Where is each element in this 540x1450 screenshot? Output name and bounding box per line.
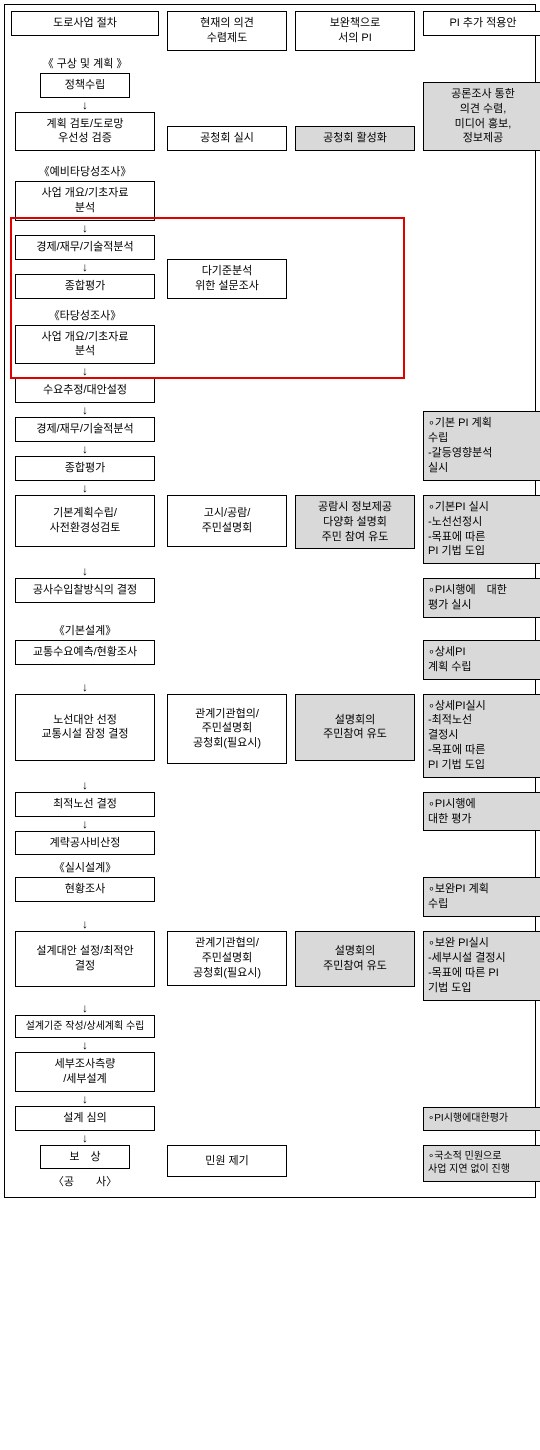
section-detaildesign: 《실시설계》 [54, 859, 116, 875]
arrow: ↓ [82, 222, 88, 234]
box-basicpi: ∘기본 PI 계획 수립 -갈등영향분석 실시 [423, 411, 540, 480]
box-bizout2: 사업 개요/기초자료 분석 [15, 325, 155, 365]
box-bizout: 사업 개요/기초자료 분석 [15, 181, 155, 221]
box-costest: 계략공사비산정 [15, 831, 155, 856]
arrow: ↓ [82, 779, 88, 791]
section-prefeas: 《예비타당성조사》 [39, 163, 132, 179]
box-planreview: 계획 검토/도로망 우선성 검증 [15, 112, 155, 152]
box-agency2: 관계기관협의/ 주민설명회 공청회(필요시) [167, 931, 287, 986]
box-bidmethod: 공사수입찰방식의 결정 [15, 578, 155, 603]
box-localcomplaint: ∘국소적 민원으로 사업 지연 없이 진행 [423, 1145, 540, 1182]
box-supppi: ∘보완PI 계획 수립 [423, 877, 540, 917]
section-plan: 《 구상 및 계획 》 [43, 55, 128, 71]
box-policy: 정책수립 [40, 73, 130, 98]
arrow: ↓ [82, 443, 88, 455]
box-briefing: 설명회의 주민참여 유도 [295, 694, 415, 762]
arrow: ↓ [82, 1132, 88, 1144]
box-designstd: 설계기준 작성/상세계획 수립 [15, 1015, 155, 1039]
arrow: ↓ [82, 99, 88, 111]
arrow: ↓ [82, 681, 88, 693]
box-basicpi2: ∘기본PI 실시 -노선선정시 -목표에 따른 PI 기법 도입 [423, 495, 540, 564]
header-col3: 보완책으로 서의 PI [295, 11, 415, 51]
arrow: ↓ [82, 482, 88, 494]
box-survey: 현황조사 [15, 877, 155, 902]
arrow: ↓ [82, 565, 88, 577]
box-designreview: 설계 심의 [15, 1106, 155, 1131]
arrow: ↓ [82, 1002, 88, 1014]
box-pieval2: ∘PI시행에 대한 평가 [423, 792, 540, 832]
header-col2: 현재의 의견 수렴제도 [167, 11, 287, 51]
box-optroute: 최적노선 결정 [15, 792, 155, 817]
box-detailsurvey: 세부조사측량 /세부설계 [15, 1052, 155, 1092]
box-detailpi2: ∘상세PI실시 -최적노선 결정시 -목표에 따른 PI 기법 도입 [423, 694, 540, 778]
diagram-frame: 도로사업 절차 현재의 의견 수렴제도 보완책으로 서의 PI PI 추가 적용… [4, 4, 536, 1198]
box-basicplan: 기본계획수립/ 사전환경성검토 [15, 495, 155, 547]
box-agency: 관계기관협의/ 주민설명회 공청회(필요시) [167, 694, 287, 765]
arrow: ↓ [82, 1039, 88, 1051]
box-econ: 경제/재무/기술적분석 [15, 235, 155, 260]
box-supppi2: ∘보완 PI실시 -세부시설 결정시 -목표에 따른 PI 기법 도입 [423, 931, 540, 1000]
arrow: ↓ [82, 818, 88, 830]
section-basicdesign: 《기본설계》 [54, 622, 116, 638]
box-criteria: 다기준분석 위한 설문조사 [167, 259, 287, 299]
arrow: ↓ [82, 918, 88, 930]
box-demand: 수요추정/대안설정 [15, 378, 155, 403]
box-compensation: 보 상 [40, 1145, 130, 1170]
box-designalt: 설계대안 설정/최적안 결정 [15, 931, 155, 987]
box-detailpi: ∘상세PI 계획 수립 [423, 640, 540, 680]
box-pieval: ∘PI시행에 대한 평가 실시 [423, 578, 540, 618]
box-traffic: 교통수요예측/현황조사 [15, 640, 155, 665]
box-mediasurvey: 공론조사 통한 의견 수렴, 미디어 홍보, 정보제공 [423, 82, 540, 151]
arrow: ↓ [82, 404, 88, 416]
box-econ2: 경제/재무/기술적분석 [15, 417, 155, 442]
arrow: ↓ [82, 365, 88, 377]
box-briefing2: 설명회의 주민참여 유도 [295, 931, 415, 987]
flowchart-grid: 도로사업 절차 현재의 의견 수렴제도 보완책으로 서의 PI PI 추가 적용… [5, 5, 535, 1197]
arrow: ↓ [82, 261, 88, 273]
box-notice: 고시/공람/ 주민설명회 [167, 495, 287, 547]
box-pieval3: ∘PI시행에대한평가 [423, 1107, 540, 1131]
box-hearingact: 공청회 활성화 [295, 126, 415, 151]
box-compeval2: 종합평가 [15, 456, 155, 481]
section-feas: 《타당성조사》 [49, 307, 122, 323]
box-hearing: 공청회 실시 [167, 126, 287, 151]
box-compeval: 종합평가 [15, 274, 155, 299]
box-infoprovide: 공람시 정보제공 다양화 설명회 주민 참여 유도 [295, 495, 415, 550]
header-col1: 도로사업 절차 [11, 11, 159, 36]
box-complaint: 민원 제기 [167, 1145, 287, 1178]
header-col4: PI 추가 적용안 [423, 11, 540, 36]
arrow: ↓ [82, 1093, 88, 1105]
box-route: 노선대안 선정 교통시설 잠정 결정 [15, 694, 155, 762]
section-const: 〈공 사〉 [53, 1173, 117, 1189]
